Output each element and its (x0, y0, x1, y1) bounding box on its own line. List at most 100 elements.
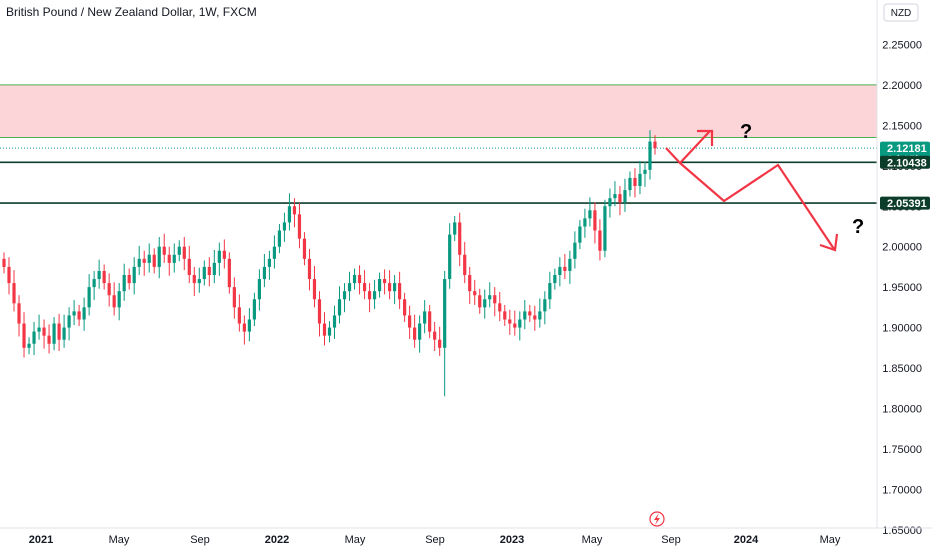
candle[interactable] (413, 314, 417, 348)
candle[interactable] (62, 314, 66, 348)
candle[interactable] (337, 286, 342, 324)
projection-arrow-down[interactable] (679, 162, 835, 250)
candle[interactable] (478, 288, 482, 314)
candle[interactable] (182, 236, 186, 271)
candle[interactable] (77, 304, 81, 326)
candle[interactable] (82, 297, 86, 331)
candle[interactable] (302, 232, 307, 266)
candle[interactable] (573, 231, 577, 269)
candle[interactable] (398, 271, 402, 309)
candle[interactable] (92, 270, 96, 301)
candle[interactable] (458, 212, 462, 267)
candle[interactable] (202, 260, 206, 286)
candle[interactable] (618, 186, 622, 216)
candle[interactable] (377, 272, 382, 298)
candle[interactable] (72, 300, 76, 326)
candle[interactable] (152, 248, 156, 274)
candle[interactable] (282, 212, 287, 242)
candle[interactable] (112, 282, 116, 316)
candle[interactable] (548, 271, 552, 309)
candle[interactable] (538, 298, 542, 328)
candle[interactable] (327, 321, 332, 343)
candle[interactable] (588, 197, 592, 227)
candle[interactable] (403, 292, 407, 322)
candle[interactable] (47, 324, 51, 354)
candle[interactable] (37, 314, 41, 340)
candle[interactable] (372, 279, 377, 309)
candle[interactable] (638, 160, 642, 195)
candle[interactable] (142, 250, 146, 276)
candle[interactable] (107, 273, 111, 307)
candle[interactable] (367, 283, 372, 313)
candle[interactable] (207, 257, 211, 287)
candle[interactable] (352, 268, 357, 290)
candle[interactable] (648, 130, 652, 180)
candle[interactable] (428, 304, 432, 339)
candle[interactable] (513, 310, 517, 336)
candle[interactable] (418, 315, 422, 353)
candle[interactable] (192, 266, 196, 297)
candle[interactable] (122, 263, 126, 301)
candle[interactable] (382, 269, 387, 295)
candle[interactable] (643, 161, 647, 187)
candle[interactable] (7, 257, 11, 295)
candle[interactable] (408, 305, 412, 339)
candle[interactable] (558, 257, 562, 287)
candle[interactable] (553, 268, 557, 290)
candle[interactable] (197, 267, 201, 293)
candle[interactable] (172, 243, 176, 273)
candle[interactable] (252, 292, 256, 326)
candle[interactable] (127, 268, 131, 290)
candle[interactable] (593, 202, 597, 244)
candle[interactable] (493, 287, 497, 317)
candle[interactable] (322, 312, 327, 346)
candle[interactable] (42, 319, 46, 349)
candle[interactable] (277, 224, 282, 254)
candle[interactable] (653, 135, 657, 155)
candle[interactable] (312, 266, 317, 308)
candle[interactable] (177, 240, 181, 262)
candle[interactable] (132, 257, 136, 295)
candle[interactable] (393, 275, 397, 305)
candle[interactable] (267, 250, 272, 280)
candle[interactable] (463, 241, 467, 284)
candle[interactable] (438, 326, 442, 356)
candle[interactable] (433, 321, 437, 352)
candle[interactable] (342, 283, 347, 313)
candle[interactable] (518, 311, 522, 341)
candle[interactable] (297, 203, 302, 249)
candle[interactable] (483, 289, 487, 319)
candle[interactable] (508, 309, 512, 335)
candle[interactable] (387, 270, 392, 300)
lightning-icon[interactable] (649, 511, 665, 527)
candle[interactable] (87, 274, 91, 316)
candle[interactable] (242, 315, 246, 345)
candle[interactable] (117, 283, 121, 321)
candle[interactable] (217, 242, 221, 276)
candle[interactable] (137, 245, 141, 275)
candle[interactable] (307, 249, 312, 291)
candle[interactable] (603, 199, 607, 258)
candle[interactable] (488, 282, 492, 308)
candle[interactable] (97, 259, 101, 289)
candle[interactable] (628, 171, 632, 197)
candle[interactable] (347, 271, 352, 301)
candle[interactable] (453, 215, 457, 242)
candle[interactable] (498, 291, 502, 322)
candle[interactable] (187, 245, 191, 284)
candle[interactable] (212, 249, 216, 284)
candle[interactable] (22, 312, 26, 358)
candle[interactable] (543, 291, 547, 325)
candle[interactable] (623, 178, 627, 212)
currency-box[interactable] (883, 3, 919, 22)
candle[interactable] (222, 239, 226, 269)
candle[interactable] (67, 307, 71, 341)
candle[interactable] (528, 304, 532, 322)
candle[interactable] (237, 294, 241, 332)
candle[interactable] (633, 168, 637, 198)
candle[interactable] (12, 270, 16, 312)
candle[interactable] (57, 313, 61, 352)
candle[interactable] (568, 250, 572, 284)
candle[interactable] (157, 236, 161, 279)
candle[interactable] (503, 304, 507, 326)
